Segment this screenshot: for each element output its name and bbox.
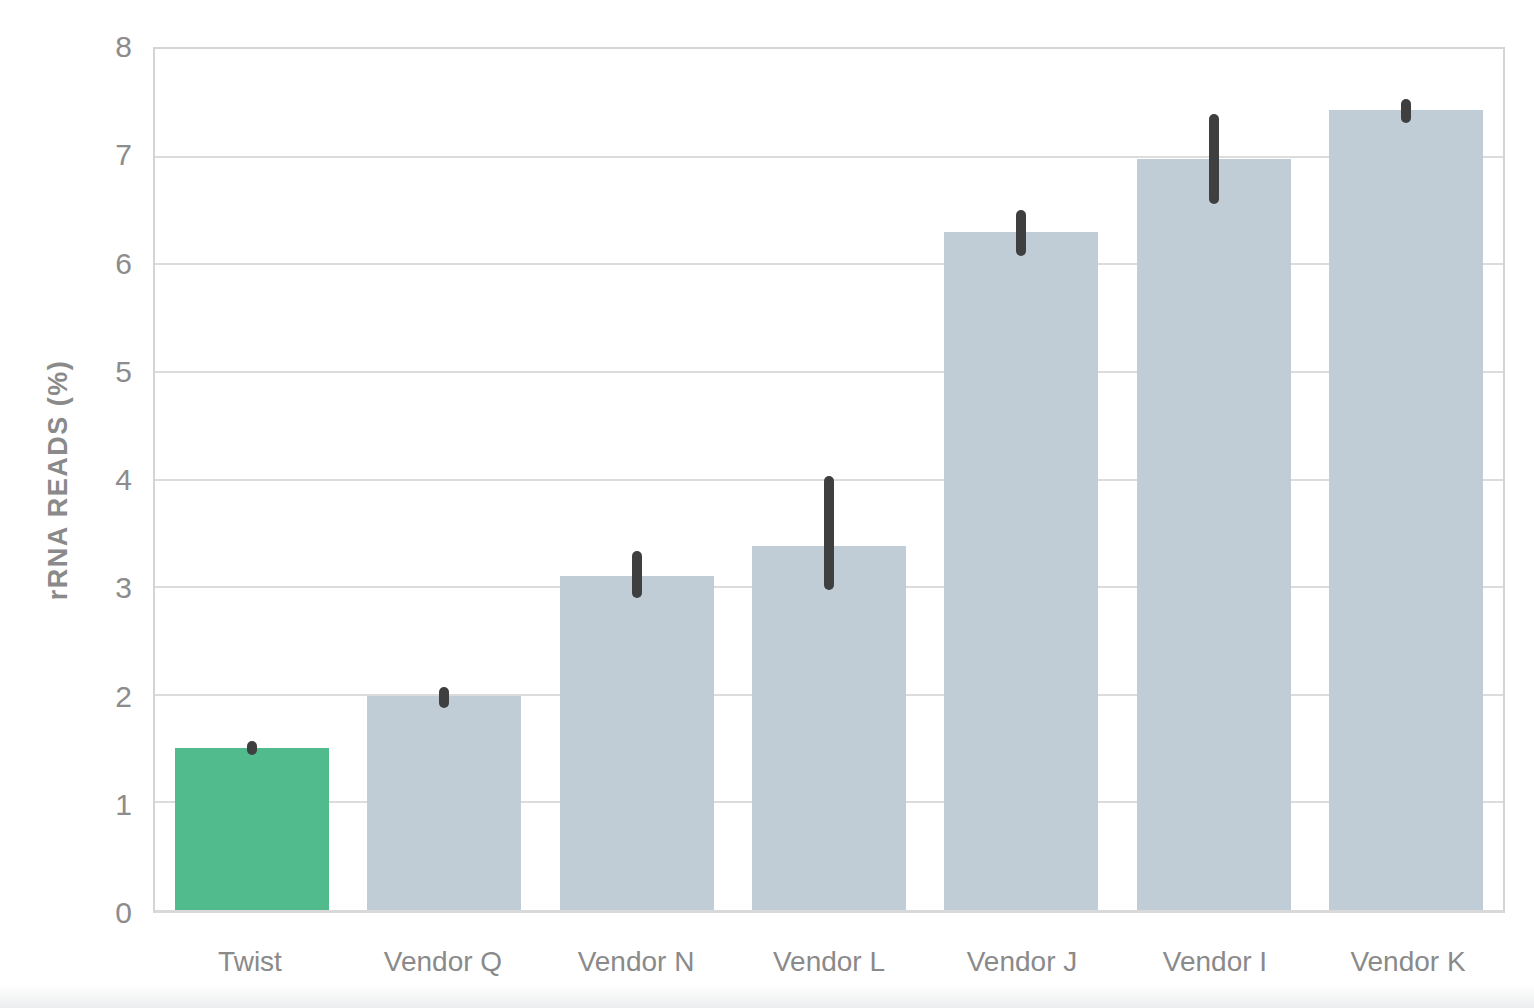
error-bar-vendor-j [1016, 210, 1026, 255]
bottom-fade-decoration [0, 984, 1534, 1008]
x-tick-label-vendor-l: Vendor L [752, 946, 906, 978]
y-tick-label: 1 [115, 790, 132, 820]
bar-series [155, 49, 1503, 910]
y-tick-label: 0 [115, 898, 132, 928]
bar-twist [175, 748, 329, 911]
bar-vendor-k [1329, 110, 1483, 910]
y-tick-label: 8 [115, 32, 132, 62]
bar-column-vendor-k [1329, 49, 1483, 910]
bar-column-vendor-j [944, 49, 1098, 910]
rrna-reads-bar-chart: rRNA READS (%) 012345678 TwistVendor QVe… [0, 0, 1534, 1008]
bar-column-vendor-n [560, 49, 714, 910]
plot-area [153, 47, 1505, 913]
bar-column-twist [175, 49, 329, 910]
x-tick-label-vendor-k: Vendor K [1331, 946, 1485, 978]
x-tick-label-vendor-q: Vendor Q [366, 946, 520, 978]
y-tick-label: 2 [115, 682, 132, 712]
error-bar-vendor-q [439, 687, 449, 707]
bar-column-vendor-q [367, 49, 521, 910]
x-axis: Twist Vendor Q Vendor N Vendor L Vendor J Ven… [153, 946, 1505, 978]
error-bar-vendor-i [1209, 114, 1219, 204]
error-bar-vendor-l [824, 476, 834, 590]
y-tick-label: 7 [115, 140, 132, 170]
x-tick-label-twist: Twist [173, 946, 327, 978]
y-axis: 012345678 [0, 47, 140, 913]
bar-column-vendor-l [752, 49, 906, 910]
bar-vendor-q [367, 696, 521, 910]
bar-column-vendor-i [1137, 49, 1291, 910]
bar-vendor-i [1137, 159, 1291, 910]
y-tick-label: 4 [115, 465, 132, 495]
error-bar-vendor-k [1401, 99, 1411, 124]
y-tick-label: 5 [115, 357, 132, 387]
bar-vendor-n [560, 576, 714, 910]
x-tick-label-vendor-j: Vendor J [945, 946, 1099, 978]
error-bar-twist [247, 741, 257, 755]
bar-vendor-j [944, 232, 1098, 910]
y-tick-label: 6 [115, 249, 132, 279]
x-tick-label-vendor-n: Vendor N [559, 946, 713, 978]
error-bar-vendor-n [632, 551, 642, 598]
x-tick-label-vendor-i: Vendor I [1138, 946, 1292, 978]
bar-vendor-l [752, 546, 906, 910]
y-tick-label: 3 [115, 573, 132, 603]
